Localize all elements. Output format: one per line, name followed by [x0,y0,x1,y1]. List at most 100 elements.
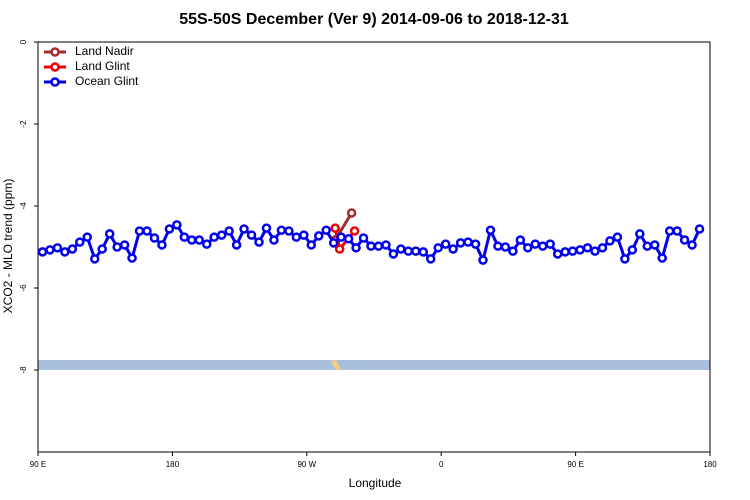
data-point [346,208,357,218]
data-point [433,243,443,253]
data-point [388,249,399,259]
y-tick-label: 0 [19,39,28,44]
data-point [523,243,533,253]
data-point [500,242,511,252]
data-point [537,241,548,251]
legend-label: Land Glint [75,59,130,73]
data-point [60,247,70,257]
plot-frame [37,41,711,453]
data-point [164,224,175,234]
data-point [179,232,190,242]
data-point [455,238,466,248]
data-point [231,240,242,250]
data-point [330,223,340,233]
legend-marker [50,47,60,57]
data-point [239,224,249,234]
data-point [425,254,436,264]
data-point [582,243,593,253]
data-point [627,245,638,255]
data-point [112,242,122,252]
data-point [306,240,317,250]
data-point [349,226,360,236]
data-point [672,226,682,236]
data-point [134,226,145,236]
data-point [45,245,55,255]
data-point [82,232,93,242]
data-point [373,241,384,251]
data-point [590,246,600,256]
data-point [328,238,339,248]
x-tick-label: 180 [703,460,717,469]
data-point [485,225,496,235]
data-point [478,255,488,265]
data-point [575,245,585,255]
y-tick-label: -8 [19,366,28,374]
land-spot [331,360,341,370]
data-point [694,224,705,234]
data-point [37,247,48,257]
data-point [358,233,369,243]
data-point [157,240,167,250]
x-tick-label: 90 W [297,460,316,469]
data-point [67,244,78,254]
x-tick-label: 90 E [30,460,46,469]
x-tick-label: 180 [166,460,180,469]
legend-marker [50,77,60,87]
data-point [321,225,331,235]
data-point [194,235,205,245]
legend-label: Ocean Glint [75,74,139,88]
data-point [291,232,302,242]
data-point [261,223,272,233]
data-point [127,253,137,263]
data-point [284,226,294,236]
data-point [187,235,197,245]
data-point [336,232,346,242]
data-point [552,249,563,259]
data-point [299,230,309,240]
data-point [440,239,451,249]
y-axis-label: XCO2 - MLO trend (ppm) [1,179,15,314]
data-point [52,243,63,253]
data-point [209,232,219,242]
data-point [224,226,234,236]
data-point [418,247,429,257]
data-point [366,241,376,251]
data-point [411,246,421,256]
data-point [104,229,115,239]
data-point [493,241,503,251]
chart-title: 55S-50S December (Ver 9) 2014-09-06 to 2… [179,11,569,28]
data-point [463,237,473,247]
y-tick-label: -2 [19,120,28,128]
data-point [89,254,100,264]
data-point [620,254,630,264]
data-point [560,247,570,257]
data-point [97,244,107,254]
legend-marker [50,62,60,72]
data-point [515,235,526,245]
data-point [470,239,481,249]
data-point [635,229,645,239]
data-point [664,226,675,236]
data-point [254,237,264,247]
data-point [396,244,406,254]
data-point [269,235,279,245]
x-tick-label: 0 [439,460,444,469]
data-point [530,239,541,249]
x-axis-label: Longitude [349,476,402,490]
data-point [381,240,391,250]
data-point [216,230,227,240]
y-tick-label: -4 [19,202,28,210]
data-point [142,226,152,236]
data-point [612,232,623,242]
data-point [343,234,354,244]
data-point [642,241,653,251]
data-point [597,243,608,253]
data-point [351,243,361,253]
data-point [276,225,287,235]
data-point [687,240,697,250]
y-tick-label: -6 [19,284,28,292]
data-point [448,244,458,254]
data-point [605,236,615,246]
data-point [201,239,212,249]
